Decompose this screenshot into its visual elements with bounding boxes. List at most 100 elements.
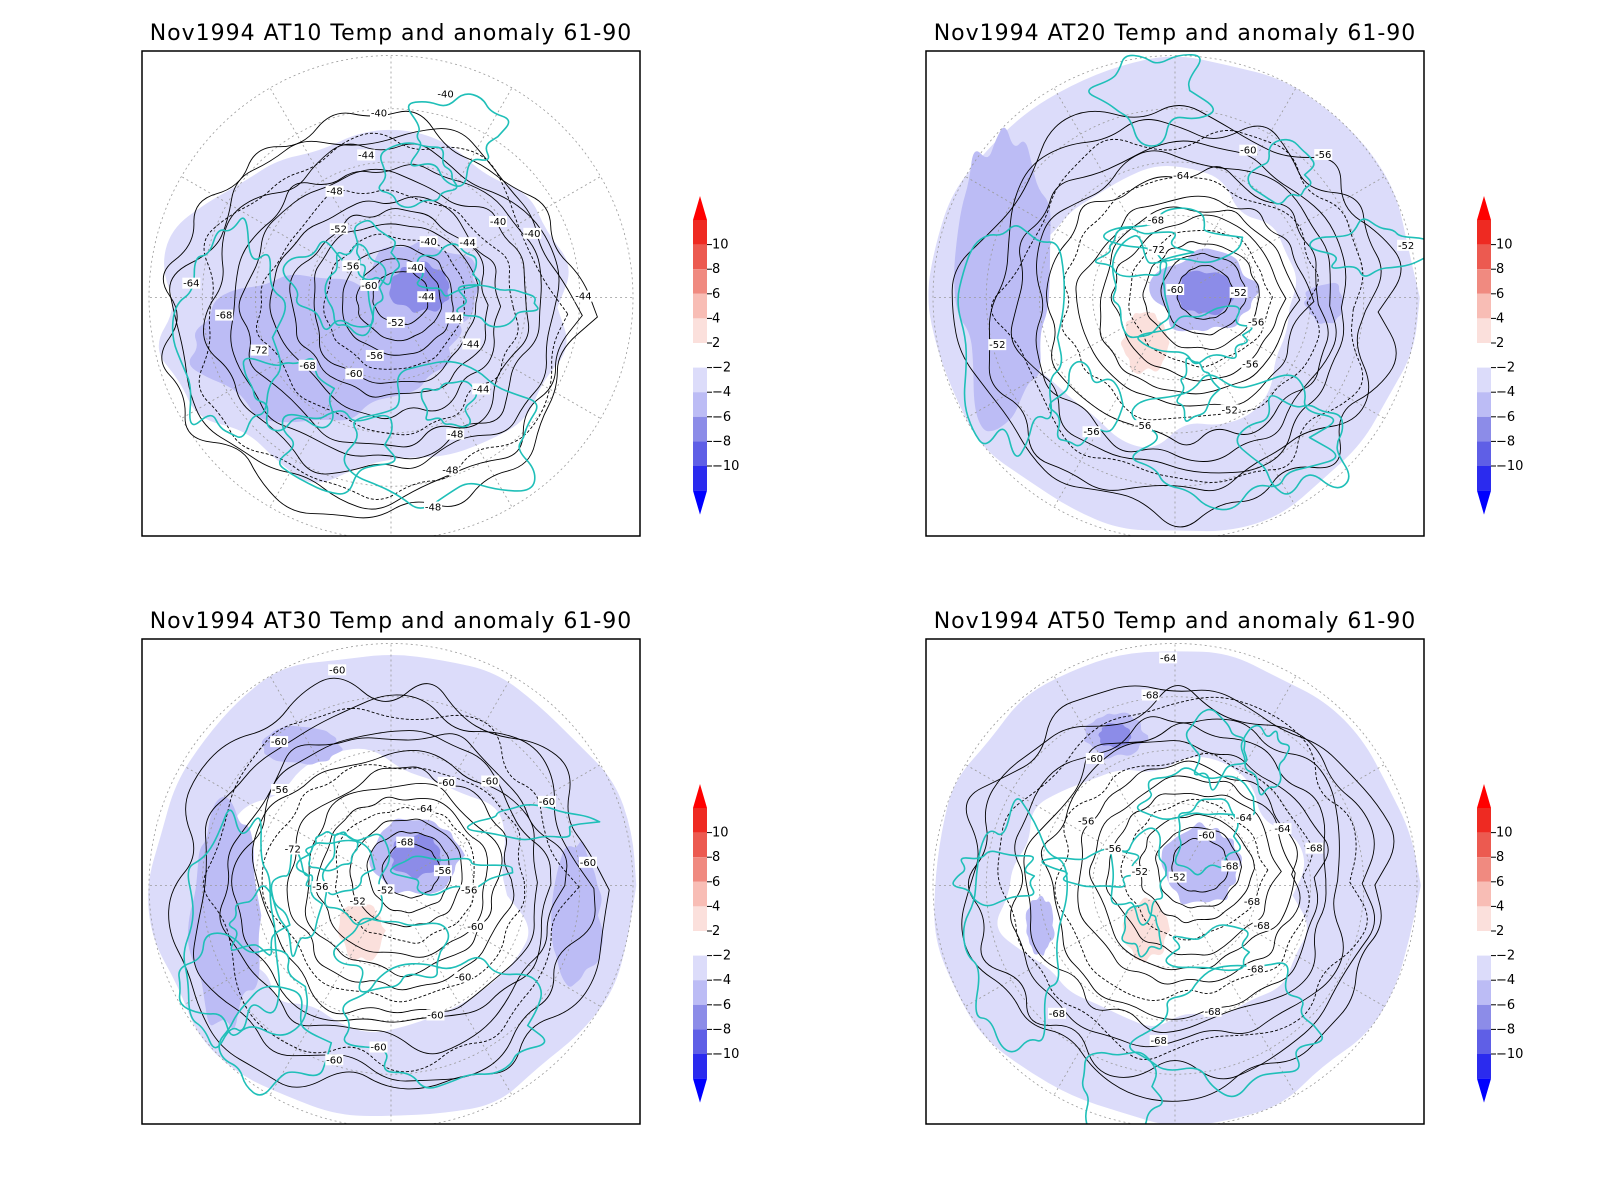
contour-label: -64 [1160,653,1176,664]
colorbar-top-arrow [693,784,707,808]
contour-label-bg [537,795,556,807]
colorbar-tick-label: 8 [1496,850,1504,865]
contour-label: -40 [371,109,387,120]
contour-label-bg [1234,812,1253,824]
map-panel-2: -52 -56 -56 -52 -56 -56 -52 -60 -72 -68 -64 -60 -56 -… [925,21,1523,537]
contour-label: -60 [1198,831,1214,842]
contour-label-bg [1197,829,1216,841]
colorbar-top-arrow [1477,196,1491,220]
contour-label-bg [1246,963,1265,975]
contour-label-bg [988,339,1007,351]
colorbar-bottom-arrow [1477,1078,1491,1103]
colorbar-segment [1477,220,1491,245]
colorbar-top-arrow [693,196,707,220]
colorbar-segment [693,881,707,907]
colorbar-tick-label: 2 [1496,336,1504,351]
colorbar-segment [1477,392,1491,417]
contour-label: -44 [418,292,434,303]
contour-label: -44 [463,339,479,350]
colorbar-segment [693,808,707,833]
contour-label-bg [325,185,344,197]
contour-label-bg [417,291,436,303]
map-panel-3: -56 -56 -60 -60 -60 -60 -60 -52 -52 -56 -72 -56 -60 -… [141,609,739,1125]
contour-label: -48 [326,187,342,198]
contour-label: -52 [989,340,1005,351]
colorbar-segment [693,832,707,858]
contour-label-bg [1077,815,1096,827]
anomaly-fill-neg4 [954,127,1051,432]
contour-label-bg [325,1054,344,1066]
colorbar-segment [693,244,707,270]
contour-label-bg [1241,358,1260,370]
map-panel-4: -68 -68 -68 -68 -68 -68 -68 -52 -52 -56 -56 -60 -68 -… [925,609,1523,1125]
colorbar-segment [1477,980,1491,1005]
colorbar: 10 8 6 4 2 −2 −4 −6 −8 −10 [693,784,739,1103]
colorbar-segment [1477,293,1491,319]
colorbar-tick-label: −10 [1496,459,1523,474]
contour-label-bg [1243,895,1262,907]
contour-label-bg [1082,426,1101,438]
contour-label: -52 [1169,873,1185,884]
colorbar-segment [693,931,707,956]
contour-label-bg [348,895,367,907]
colorbar-tick-label: 6 [712,875,720,890]
contour-label-bg [419,236,438,248]
contour-label: -68 [1148,215,1164,226]
contour-label: -72 [1148,245,1164,256]
contour-label-bg [1239,144,1258,156]
colorbar-tick-label: 8 [1496,262,1504,277]
contour-label-bg [1147,244,1166,256]
contour-label-bg [1221,860,1240,872]
map-area: -56 -56 -60 -60 -60 -60 -60 -52 -52 -56 -72 -56 -60 -… [148,643,637,1124]
contour-label: -68 [1142,690,1158,701]
colorbar-segment [1477,1004,1491,1030]
colorbar-bottom-arrow [693,1078,707,1103]
contour-label: -44 [358,150,374,161]
contour-label-bg [1085,752,1104,764]
contour-label-bg [1149,1034,1168,1046]
contour-label: -64 [1236,813,1252,824]
contour-label-bg [489,216,508,228]
contour-label-bg [215,309,234,321]
contour-label: -56 [312,882,328,893]
colorbar-tick-label: −4 [1496,973,1515,988]
contour-label: -56 [367,351,383,362]
colorbar-segment [693,980,707,1005]
contour-labels: -68 -68 -68 -68 -68 -68 -68 -52 -52 -56 -56 -60 -68 -… [1047,652,1324,1047]
contour-label-bg [1146,214,1165,226]
contour-label: -52 [349,896,365,907]
contour-label: -68 [1254,921,1270,932]
contour-label: -44 [473,384,489,395]
contour-label-bg [1166,284,1185,296]
contour-label-bg [578,856,597,868]
colorbar-tick-label: 2 [1496,924,1504,939]
temperature-contours [951,105,1402,528]
colorbar-tick-label: −2 [712,949,731,964]
contour-label-bg [1314,148,1333,160]
contour-label: -56 [1083,427,1099,438]
contour-label: -56 [1078,816,1094,827]
contour-label-bg [466,921,485,933]
contour-label-bg [271,783,290,795]
coastlines [957,53,1424,511]
colorbar-segment [693,318,707,343]
anomaly-fill-neg6 [1176,270,1235,316]
contour-label: -60 [467,922,483,933]
colorbar-tick-label: 6 [1496,875,1504,890]
contour-label-bg [433,865,452,877]
anomaly-fill-pos2 [338,897,386,961]
contour-label: -56 [1135,421,1151,432]
contour-label: -64 [1173,171,1189,182]
contour-label-bg [1203,1005,1222,1017]
contour-label-bg [462,338,481,350]
contour-label: -68 [1244,897,1260,908]
contour-label-bg [445,312,464,324]
colorbar: 10 8 6 4 2 −2 −4 −6 −8 −10 [1477,784,1523,1103]
temperature-contours [161,110,598,519]
colorbar-segment [693,955,707,981]
contour-label: -52 [1132,867,1148,878]
contour-label: -56 [1105,844,1121,855]
contour-label: -60 [346,369,362,380]
colorbar-tick-label: 2 [712,924,720,939]
contour-label: -56 [1242,359,1258,370]
